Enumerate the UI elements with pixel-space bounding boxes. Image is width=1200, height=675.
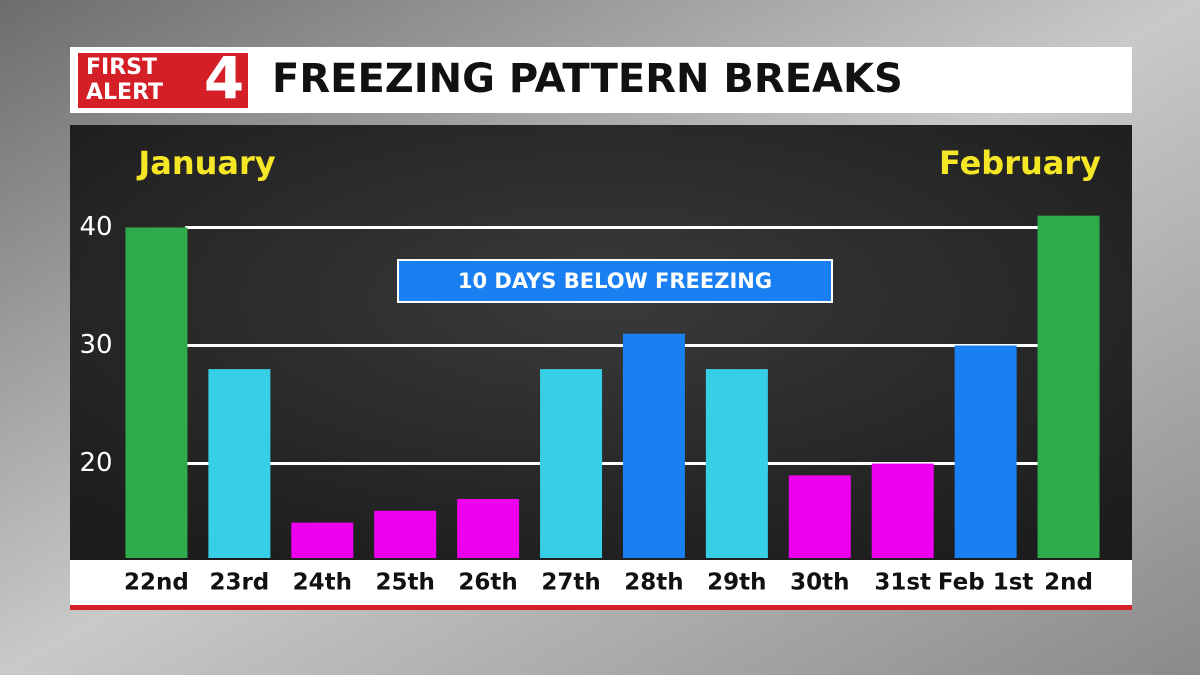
y-tick-label: 30 [79, 330, 112, 360]
bar [291, 522, 354, 558]
month-label: January [136, 144, 275, 182]
logo-number: 4 [204, 44, 244, 112]
x-label-strip [70, 560, 1132, 605]
x-tick-label: 22nd [124, 570, 189, 596]
banner [397, 259, 833, 303]
bars [125, 215, 1100, 558]
y-tick-label: 40 [79, 212, 112, 242]
bar [1037, 215, 1100, 558]
bar [871, 463, 934, 558]
bar [208, 369, 271, 558]
logo-line1: FIRST [86, 55, 157, 80]
bar [125, 227, 188, 558]
y-tick-label: 20 [79, 448, 112, 478]
footer-line [70, 605, 1132, 610]
logo-line2: ALERT [86, 80, 163, 105]
x-tick-label: 25th [376, 570, 435, 596]
x-tick-label: 2nd [1044, 570, 1093, 596]
x-tick-label: 26th [458, 570, 517, 596]
bar [374, 510, 437, 558]
x-tick-label: 24th [293, 570, 352, 596]
bar [622, 333, 685, 558]
x-tick-label: 28th [624, 570, 683, 596]
bar [705, 369, 768, 558]
bar [788, 475, 851, 558]
month-label: February [939, 144, 1101, 182]
x-tick-label: 29th [707, 570, 766, 596]
chart-title: FREEZING PATTERN BREAKS [272, 56, 903, 102]
x-tick-label: 30th [790, 570, 849, 596]
x-tick-label: 23rd [209, 570, 269, 596]
x-tick-label: 31st [874, 570, 931, 596]
banner-text: 10 DAYS BELOW FREEZING [458, 269, 772, 293]
logo [78, 53, 248, 108]
bar [540, 369, 603, 558]
bar [954, 345, 1017, 558]
bar [457, 498, 520, 558]
x-tick-label: Feb 1st [938, 570, 1034, 596]
x-tick-label: 27th [541, 570, 600, 596]
